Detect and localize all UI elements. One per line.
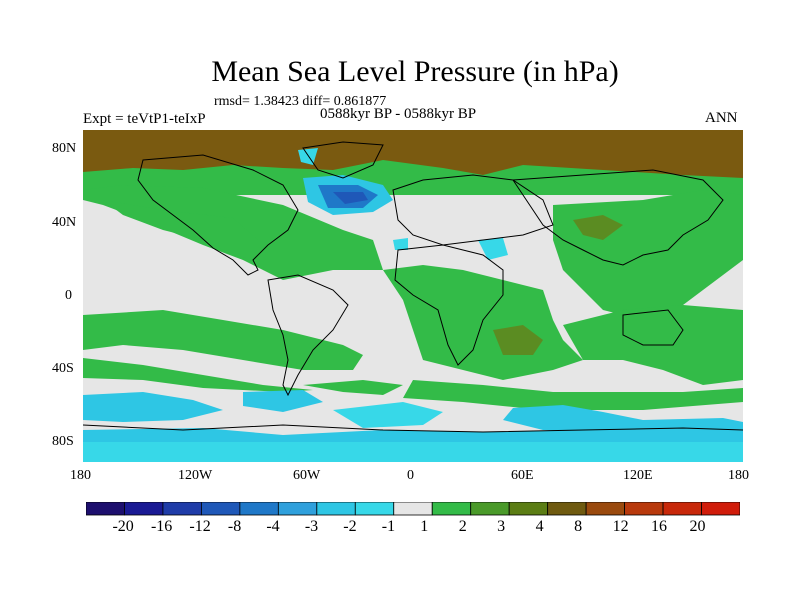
experiment-label: Expt = teVtP1-teIxP [83, 111, 206, 127]
colorbar-boxes [86, 502, 740, 516]
colorbar-box [86, 502, 125, 516]
colorbar-label: 12 [612, 518, 629, 535]
colorbar-box [624, 502, 664, 516]
lat-label-80s: 80S [52, 434, 74, 449]
colorbar-box [508, 502, 549, 516]
colorbar-label: -16 [150, 518, 173, 535]
lat-label-40n: 40N [52, 215, 77, 230]
colorbar-label: 2 [458, 518, 467, 535]
colorbar-box [124, 502, 164, 516]
colorbar-box [701, 502, 740, 516]
lat-label-0: 0 [65, 288, 72, 303]
colorbar-label: -4 [266, 518, 280, 535]
negative-anomaly-regions [83, 148, 743, 462]
pressure-map [83, 130, 743, 462]
colorbar-label: 16 [651, 518, 668, 535]
lon-label-180w: 180 [70, 468, 91, 483]
colorbar-box [547, 502, 587, 516]
colorbar-box [431, 502, 472, 516]
colorbar-box [662, 502, 702, 516]
lon-label-120e: 120E [623, 468, 653, 483]
chart-title: Mean Sea Level Pressure (in hPa) [211, 55, 619, 88]
colorbar-box [239, 502, 279, 516]
colorbar-box [354, 502, 395, 516]
lon-label-180e: 180 [728, 468, 749, 483]
anomaly-4-8-region [83, 130, 743, 178]
colorbar-label: -2 [343, 518, 357, 535]
lon-label-60e: 60E [511, 468, 534, 483]
colorbar-box [316, 502, 356, 516]
colorbar-label: 20 [689, 518, 706, 535]
colorbar-label: -20 [112, 518, 134, 535]
colorbar-label: 3 [497, 518, 506, 535]
colorbar-label: 1 [420, 518, 429, 535]
lon-label-120w: 120W [178, 468, 213, 483]
season-label: ANN [705, 110, 738, 126]
colorbar-box [585, 502, 625, 516]
colorbar-label: 8 [574, 518, 583, 535]
anomaly-3-4-regions [493, 215, 623, 355]
colorbar [86, 502, 740, 516]
colorbar-box [277, 502, 318, 516]
period-label: 0588kyr BP - 0588kyr BP [320, 106, 477, 122]
lat-label-40s: 40S [52, 361, 74, 376]
colorbar-label: -8 [227, 518, 242, 535]
colorbar-label: -12 [189, 518, 211, 535]
lat-label-80n: 80N [52, 141, 77, 156]
colorbar-box [201, 502, 241, 516]
colorbar-label: -3 [304, 518, 319, 535]
lon-label-0: 0 [407, 468, 414, 483]
colorbar-box [470, 502, 510, 516]
colorbar-box [393, 502, 433, 516]
colorbar-box [162, 502, 202, 516]
stats-label: rmsd= 1.38423 diff= 0.861877 [214, 94, 387, 109]
lon-label-60w: 60W [293, 468, 321, 483]
coastlines [83, 141, 743, 433]
colorbar-label: -1 [381, 518, 396, 535]
colorbar-label: 4 [535, 518, 544, 535]
